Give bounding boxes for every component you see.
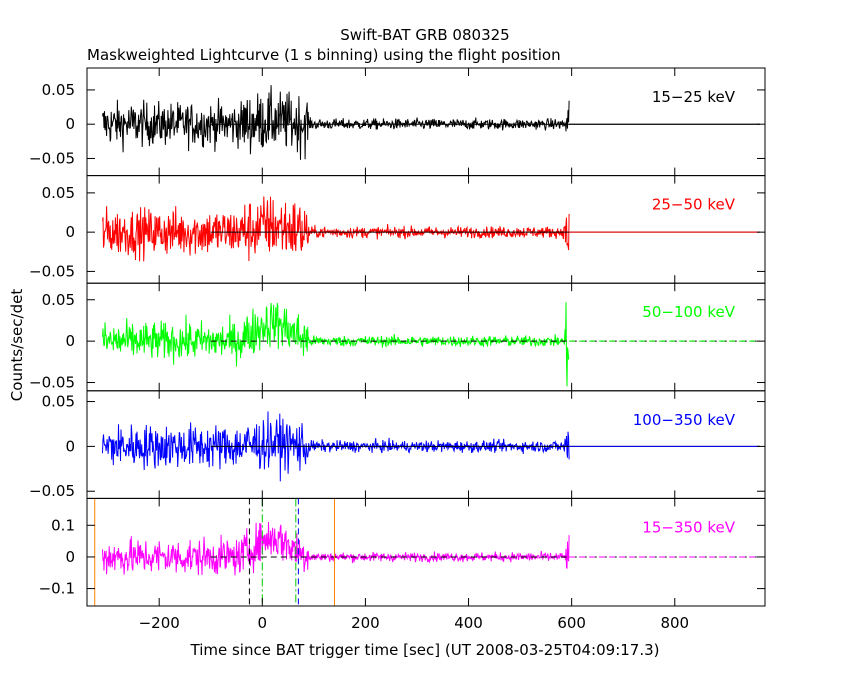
y-axis-label: Counts/sec/det <box>8 289 26 402</box>
x-axis-label: Time since BAT trigger time [sec] (UT 20… <box>190 641 660 659</box>
x-tick-label: 400 <box>454 614 483 632</box>
lightcurve-trace <box>102 85 570 160</box>
y-tick-label: −0.05 <box>29 482 75 500</box>
band-label: 15−25 keV <box>652 88 736 106</box>
x-tick-label: 0 <box>258 614 268 632</box>
panel-5: −0.1 0 0.1 15−350 keV <box>39 497 766 607</box>
panel-frame <box>86 282 766 392</box>
y-tick-label: −0.05 <box>29 374 75 392</box>
panel-4: −0.05 0 0.05 100−350 keV <box>29 390 766 500</box>
band-label: 15−350 keV <box>642 518 735 536</box>
lightcurve-trace <box>102 521 570 576</box>
band-label: 25−50 keV <box>652 196 736 214</box>
y-tick-label: 0 <box>65 548 75 566</box>
y-tick-label: 0.1 <box>51 516 75 534</box>
lightcurve-trace <box>102 411 570 482</box>
y-tick-label: −0.1 <box>39 580 75 598</box>
panel-3: −0.05 0 0.05 50−100 keV <box>29 282 766 392</box>
lightcurve-trace <box>102 196 570 262</box>
x-tick-label: 600 <box>557 614 586 632</box>
x-tick-label: −200 <box>139 614 180 632</box>
y-tick-label: 0 <box>65 437 75 455</box>
y-tick-label: 0 <box>65 223 75 241</box>
panel-2: −0.05 0 0.05 25−50 keV <box>29 175 766 284</box>
band-label: 100−350 keV <box>633 411 736 429</box>
y-tick-label: 0.05 <box>42 81 75 99</box>
y-tick-label: 0 <box>65 115 75 133</box>
y-tick-label: 0.05 <box>42 184 75 202</box>
x-tick-label: 800 <box>660 614 689 632</box>
y-tick-label: 0.05 <box>42 393 75 411</box>
y-tick-label: 0 <box>65 332 75 350</box>
x-tick-label: 200 <box>351 614 380 632</box>
panel-frame <box>86 497 766 607</box>
chart-subtitle: Maskweighted Lightcurve (1 s binning) us… <box>87 46 561 64</box>
band-label: 50−100 keV <box>642 303 735 321</box>
panel-1: −0.05 0 0.05 15−25 keV <box>29 67 766 177</box>
lightcurve-trace <box>102 302 570 387</box>
y-tick-label: −0.05 <box>29 149 75 167</box>
y-tick-label: 0.05 <box>42 291 75 309</box>
chart-title: Swift-BAT GRB 080325 <box>340 26 509 44</box>
y-tick-label: −0.05 <box>29 262 75 280</box>
